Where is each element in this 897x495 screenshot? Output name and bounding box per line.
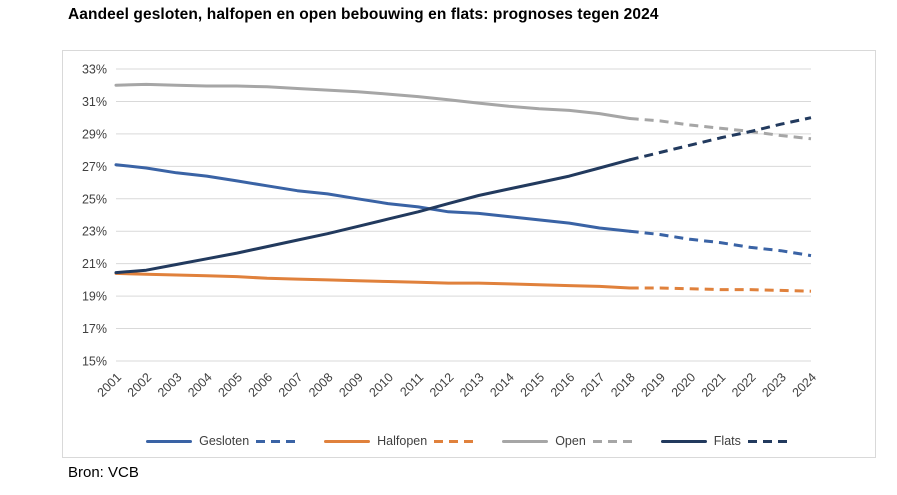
x-axis-tick-label: 2001 bbox=[95, 370, 125, 400]
chart-title: Aandeel gesloten, halfopen en open bebou… bbox=[68, 6, 659, 23]
series-line-dashed-halfopen bbox=[629, 286, 812, 293]
x-axis-tick-label: 2013 bbox=[457, 370, 487, 400]
x-axis-tick-label: 2022 bbox=[729, 370, 759, 400]
legend-item-flats: Flats bbox=[660, 434, 792, 448]
x-axis-tick-label: 2006 bbox=[246, 370, 276, 400]
line-chart: 33%31%29%27%25%23%21%19%17%15%2001 2002 20… bbox=[82, 63, 820, 400]
y-axis-tick-label: 17% bbox=[82, 322, 107, 336]
x-axis-tick-label: 2009 bbox=[336, 370, 366, 400]
y-axis-tick-label: 23% bbox=[82, 225, 107, 239]
x-axis-tick-label: 2023 bbox=[759, 370, 789, 400]
legend-dashed-line-swatch bbox=[747, 439, 792, 443]
series-line-solid-gesloten bbox=[114, 163, 632, 233]
x-axis-tick-label: 2003 bbox=[155, 370, 185, 400]
legend-label: Flats bbox=[713, 434, 741, 448]
x-axis-tick-label: 2024 bbox=[790, 370, 820, 400]
x-axis-tick-label: 2010 bbox=[367, 370, 397, 400]
x-axis-tick-label: 2020 bbox=[669, 370, 699, 400]
legend-label: Open bbox=[555, 434, 586, 448]
legend-label: Gesloten bbox=[199, 434, 250, 448]
legend-item-gesloten: Gesloten bbox=[146, 434, 301, 448]
series-line-dashed-open bbox=[629, 117, 812, 141]
legend-dashed-line-swatch bbox=[256, 439, 301, 443]
y-axis-tick-label: 25% bbox=[82, 192, 107, 206]
series-line-dashed-gesloten bbox=[629, 229, 812, 258]
y-axis-tick-label: 31% bbox=[82, 95, 107, 109]
legend-dashed-line-swatch bbox=[592, 439, 637, 443]
x-axis-tick-label: 2017 bbox=[578, 370, 608, 400]
legend-item-open: Open bbox=[502, 434, 637, 448]
chart-legend: Gesloten Halfopen Open Flats bbox=[63, 434, 875, 448]
x-axis-tick-label: 2007 bbox=[276, 370, 306, 400]
y-axis-tick-label: 27% bbox=[82, 160, 107, 174]
legend-solid-line-swatch bbox=[502, 439, 549, 443]
x-axis-tick-label: 2018 bbox=[608, 370, 638, 400]
x-axis-tick-label: 2008 bbox=[306, 370, 336, 400]
legend-solid-line-swatch bbox=[660, 439, 707, 443]
y-axis-tick-label: 19% bbox=[82, 290, 107, 304]
x-axis-tick-label: 2005 bbox=[215, 370, 245, 400]
x-axis-tick-label: 2015 bbox=[518, 370, 548, 400]
legend-dashed-line-swatch bbox=[434, 439, 479, 443]
x-axis-tick-label: 2021 bbox=[699, 370, 729, 400]
x-axis-tick-label: 2004 bbox=[185, 370, 215, 400]
legend-label: Halfopen bbox=[377, 434, 428, 448]
series-line-solid-halfopen bbox=[114, 271, 632, 290]
legend-solid-line-swatch bbox=[146, 439, 193, 443]
legend-solid-line-swatch bbox=[324, 439, 371, 443]
y-axis-tick-label: 29% bbox=[82, 127, 107, 141]
y-axis-tick-label: 15% bbox=[82, 355, 107, 369]
chart-container: 33% 31% 29% 27% 25% 23% 21% 19% 17% 15% 2001 2002 20… bbox=[62, 50, 876, 458]
x-axis-tick-label: 2011 bbox=[397, 370, 426, 399]
x-axis-tick-label: 2019 bbox=[638, 370, 668, 400]
x-axis-tick-label: 2012 bbox=[427, 370, 457, 400]
x-axis-tick-label: 2016 bbox=[548, 370, 578, 400]
series-line-solid-open bbox=[114, 82, 632, 120]
series-line-solid-flats bbox=[114, 158, 632, 275]
x-axis-tick-label: 2002 bbox=[125, 370, 155, 400]
y-axis-tick-label: 21% bbox=[82, 257, 107, 271]
x-axis-tick-label: 2014 bbox=[487, 370, 517, 400]
series-line-dashed-flats bbox=[629, 116, 812, 162]
source-note: Bron: VCB bbox=[68, 464, 139, 481]
y-axis-tick-label: 33% bbox=[82, 63, 107, 77]
legend-item-halfopen: Halfopen bbox=[324, 434, 479, 448]
